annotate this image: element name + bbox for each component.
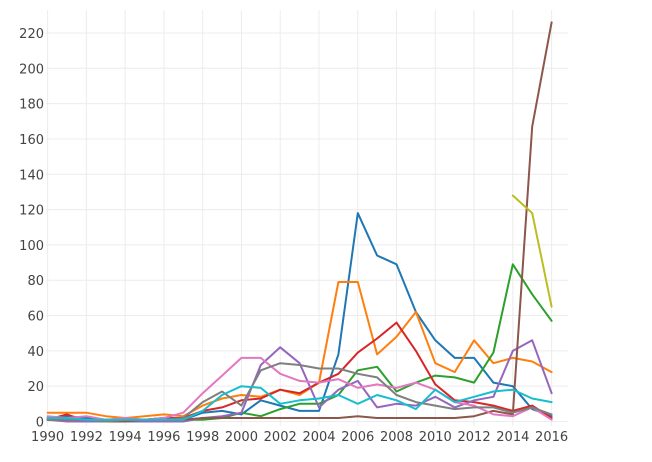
x-axis-tick-label: 2008: [380, 430, 413, 445]
series-pink-line[interactable]: [46, 356, 553, 421]
series-olive-line[interactable]: [511, 194, 553, 308]
x-axis-tick-label: 2014: [496, 430, 529, 445]
x-axis-tick-label: 2006: [341, 430, 374, 445]
y-axis-tick-label: 60: [27, 310, 44, 325]
x-axis-tick-label: 2004: [302, 430, 335, 445]
x-axis-tick-label: 2016: [535, 430, 568, 445]
x-axis-tick-label: 1996: [147, 430, 180, 445]
x-axis-tick-label: 2012: [458, 430, 491, 445]
series-brown-line[interactable]: [46, 21, 553, 423]
series-blue-line[interactable]: [46, 212, 553, 421]
y-axis-tick-label: 120: [19, 204, 44, 219]
y-axis-tick-label: 20: [27, 380, 44, 395]
x-axis-tick-label: 2002: [264, 430, 297, 445]
y-axis-tick-label: 40: [27, 345, 44, 360]
x-axis-tick-label: 2010: [419, 430, 452, 445]
y-axis-tick-label: 140: [19, 168, 44, 183]
y-axis-tick-label: 160: [19, 133, 44, 148]
series-orange-line[interactable]: [46, 281, 553, 419]
x-axis-tick-label: 1994: [109, 430, 142, 445]
y-axis-tick-label: 180: [19, 98, 44, 113]
x-axis-tick-label: 2000: [225, 430, 258, 445]
x-axis-tick-label: 1998: [186, 430, 219, 445]
series-cyan-line[interactable]: [46, 385, 553, 421]
y-axis-tick-label: 200: [19, 62, 44, 77]
y-axis-tick-label: 100: [19, 239, 44, 254]
x-axis-tick-label: 1992: [70, 430, 103, 445]
y-axis-tick-label: 80: [27, 274, 44, 289]
x-axis-tick-label: 1990: [31, 430, 64, 445]
y-axis-tick-label: 0: [36, 416, 44, 431]
y-axis-tick-label: 220: [19, 27, 44, 42]
